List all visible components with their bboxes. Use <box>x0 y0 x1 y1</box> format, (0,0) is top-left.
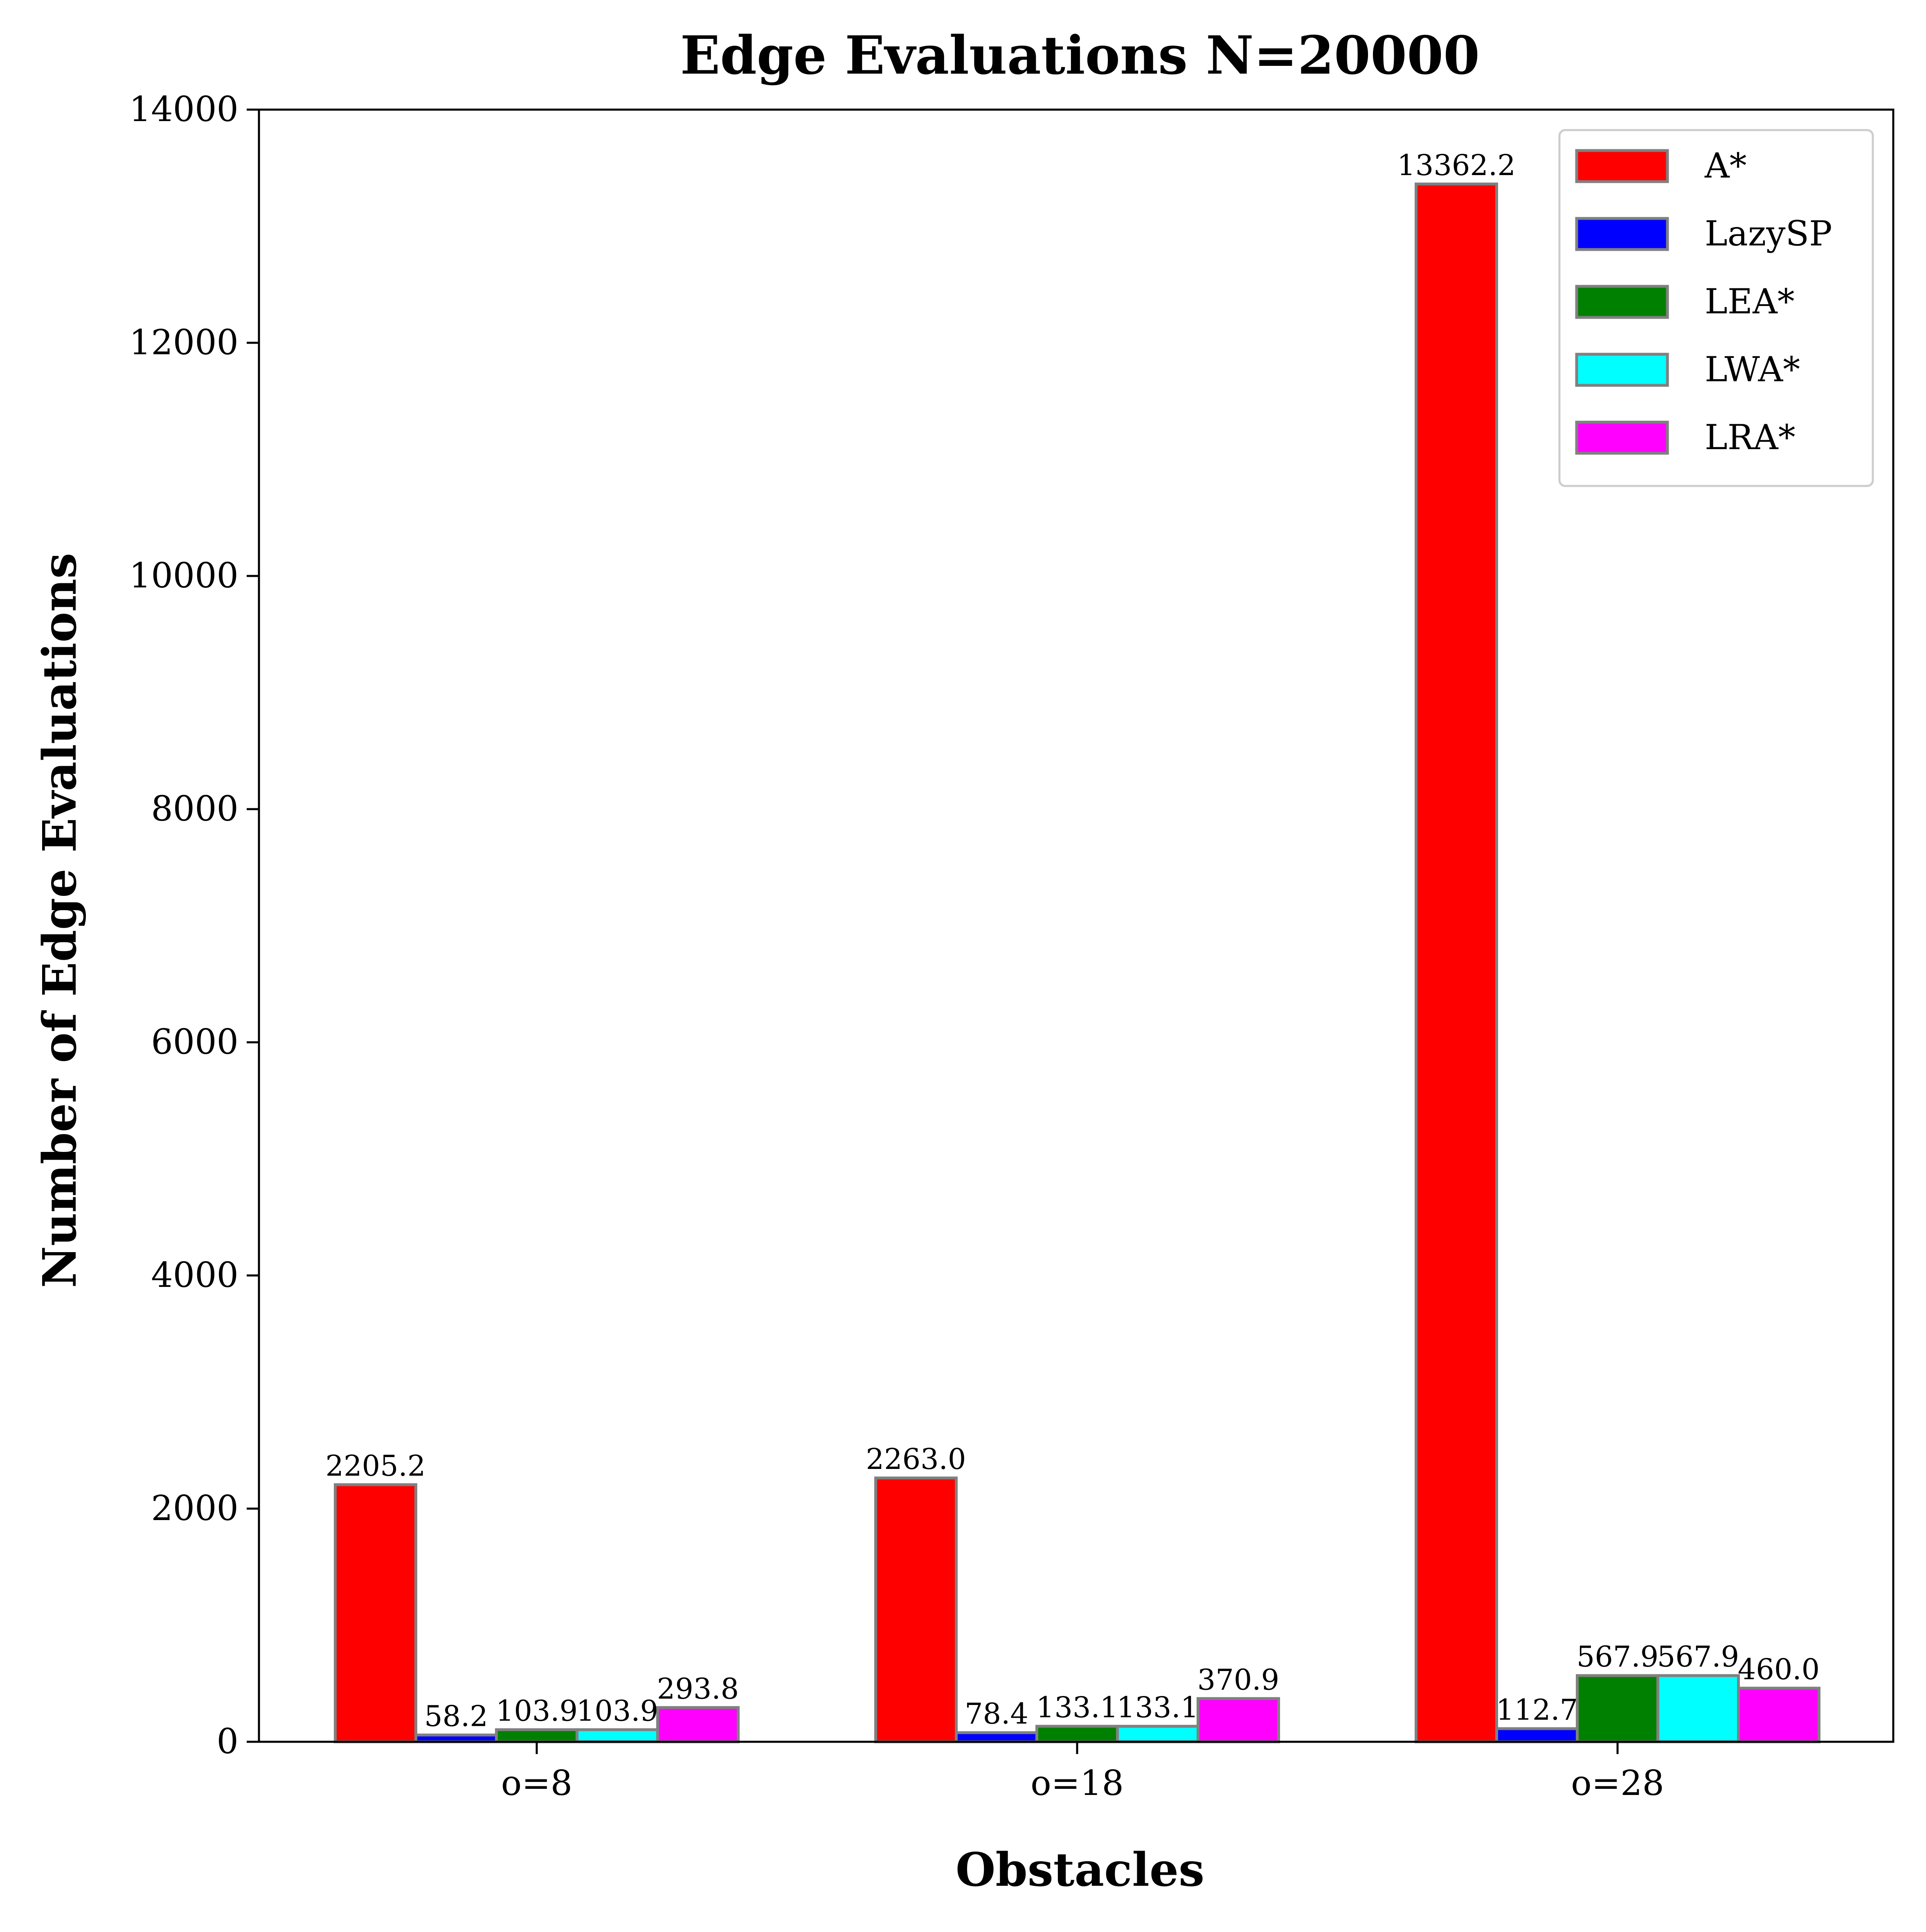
legend-label: LWA* <box>1705 349 1800 389</box>
data-label: 13362.2 <box>1397 148 1515 182</box>
legend-label: A* <box>1704 146 1747 186</box>
y-tick-label: 10000 <box>129 556 239 596</box>
legend-swatch <box>1575 353 1669 387</box>
data-label: 370.9 <box>1197 1663 1279 1696</box>
bar-lra-1 <box>1197 1697 1280 1743</box>
data-label: 112.7 <box>1496 1693 1578 1727</box>
bar-lea-2 <box>1576 1674 1659 1743</box>
data-label: 567.9 <box>1577 1640 1658 1673</box>
data-labels-layer: 2205.2 2263.0 13362.2 58.2 78.4 112.7 103.9 133… <box>326 148 1820 1733</box>
chart-title: Edge Evaluations N=20000 <box>680 25 1480 86</box>
y-tick-label: 6000 <box>151 1022 239 1062</box>
legend-swatch <box>1575 421 1669 455</box>
data-label: 2263.0 <box>866 1442 966 1476</box>
data-label: 460.0 <box>1738 1653 1820 1686</box>
y-tick-label: 8000 <box>151 789 239 829</box>
x-axis-label: Obstacles <box>956 1843 1204 1897</box>
x-tick-label: o=28 <box>1571 1763 1664 1803</box>
bar-lea-1 <box>1035 1725 1119 1743</box>
bars-layer <box>334 182 1820 1743</box>
x-tick-label: o=8 <box>501 1763 572 1803</box>
legend-swatch <box>1575 149 1669 183</box>
legend-label: LazySP <box>1705 214 1832 254</box>
legend-swatch <box>1575 217 1669 251</box>
bar-lwa-2 <box>1656 1674 1740 1743</box>
data-label: 58.2 <box>424 1699 488 1733</box>
y-tick-label: 4000 <box>151 1255 239 1295</box>
bar-lra-2 <box>1737 1687 1820 1743</box>
legend-label: LEA* <box>1705 281 1795 322</box>
legend-label: LRA* <box>1705 417 1796 457</box>
data-label: 103.9 <box>496 1694 578 1727</box>
x-axis: o=8 o=18 o=28 <box>501 1742 1664 1803</box>
bar-lwa-1 <box>1116 1725 1199 1743</box>
bar-lra-0 <box>656 1706 740 1743</box>
data-label: 78.4 <box>965 1697 1028 1731</box>
bar-lea-0 <box>495 1728 578 1743</box>
y-axis: 0 2000 4000 6000 8000 10000 12000 14000 <box>129 89 259 1761</box>
y-axis-label: Number of Edge Evaluations <box>33 553 87 1288</box>
bar-a-2 <box>1415 182 1498 1743</box>
y-tick-label: 2000 <box>151 1488 239 1528</box>
bar-lwa-0 <box>576 1728 659 1743</box>
y-tick-label: 12000 <box>129 322 239 362</box>
bar-lazysp-1 <box>955 1731 1038 1743</box>
y-tick-label: 0 <box>217 1721 239 1761</box>
legend-swatch <box>1575 285 1669 319</box>
data-label: 133.1 <box>1117 1691 1199 1724</box>
y-tick-label: 14000 <box>129 89 239 129</box>
legend: A* LazySP LEA* LWA* LRA* <box>1558 129 1874 487</box>
data-label: 567.9 <box>1657 1640 1739 1673</box>
data-label: 133.1 <box>1036 1691 1118 1724</box>
data-label: 103.9 <box>576 1694 658 1727</box>
data-label: 293.8 <box>657 1672 739 1705</box>
bar-a-0 <box>334 1483 417 1743</box>
x-tick-label: o=18 <box>1030 1763 1124 1803</box>
bar-a-1 <box>874 1476 958 1743</box>
data-label: 2205.2 <box>326 1449 426 1483</box>
bar-lazysp-2 <box>1495 1727 1579 1743</box>
